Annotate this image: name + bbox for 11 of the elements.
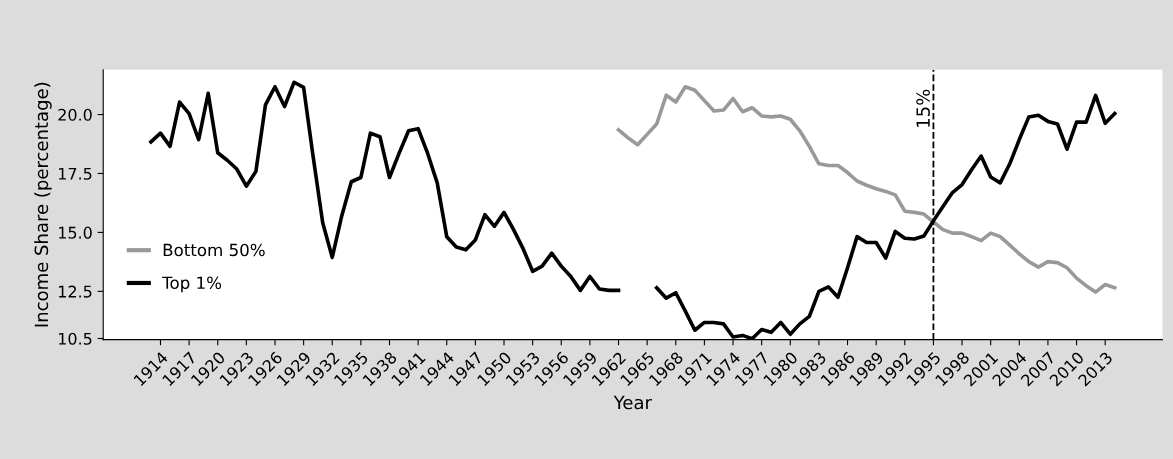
y-axis-title: Income Share (percentage): [34, 82, 52, 327]
legend-label: Bottom 50%: [163, 243, 265, 257]
annotation: 15%: [916, 89, 930, 127]
legend-label: Top 1%: [162, 276, 222, 293]
y-tick-label: 10.5: [59, 332, 92, 345]
y-tick-label: 17.5: [59, 167, 92, 180]
y-tick-label: 20.0: [58, 108, 92, 121]
x-axis-title: Year: [613, 395, 652, 410]
y-tick-label: 15.0: [59, 226, 92, 239]
line-series: [616, 84, 1117, 294]
y-tick-label: 12.5: [59, 285, 92, 298]
